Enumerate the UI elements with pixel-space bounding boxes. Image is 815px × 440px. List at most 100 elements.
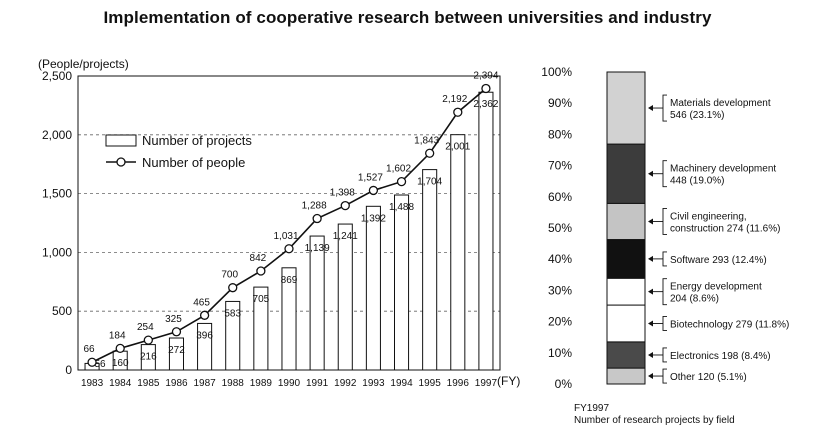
stacked-segment <box>606 202 646 241</box>
bar-value-label: 396 <box>196 330 213 341</box>
segment-label: Other 120 (5.1%) <box>670 372 747 383</box>
stacked-y-tick-label: 60% <box>548 190 572 204</box>
line-value-label: 842 <box>250 253 267 264</box>
bar-value-label: 1,488 <box>389 202 414 213</box>
line-point <box>425 148 435 158</box>
y-tick-label: 1,000 <box>42 245 72 259</box>
line-value-label: 1,602 <box>386 164 411 175</box>
y-tick-label: 2,500 <box>42 69 72 83</box>
x-tick-label: 1990 <box>278 378 301 389</box>
line-point <box>228 283 238 293</box>
y-tick-label: 0 <box>65 363 72 377</box>
x-tick-label: 1991 <box>306 378 329 389</box>
stacked-y-tick-label: 100% <box>541 65 572 79</box>
segment-bracket <box>662 368 667 384</box>
x-tick-label: 1988 <box>222 378 245 389</box>
segment-arrowhead <box>648 351 653 358</box>
segment-arrowhead <box>648 170 653 177</box>
bar-value-label: 1,241 <box>333 231 358 242</box>
line-value-label: 2,394 <box>473 70 498 81</box>
legend-swatch-projects <box>105 134 137 147</box>
bar-value-label: 216 <box>140 352 157 363</box>
stacked-y-tick-label: 70% <box>548 159 572 173</box>
y-axis-label: (People/projects) <box>38 57 129 71</box>
bar <box>394 194 410 371</box>
x-tick-label: 1984 <box>109 378 132 389</box>
x-tick-label: 1992 <box>334 378 357 389</box>
segment-label: Electronics 198 (8.4%) <box>670 351 771 362</box>
stacked-segment <box>606 143 646 204</box>
line-point <box>481 83 491 94</box>
bar-value-label: 869 <box>281 275 298 286</box>
line-value-label: 66 <box>84 344 96 355</box>
line-point <box>453 107 463 117</box>
line-value-label: 325 <box>165 314 182 325</box>
line-point <box>87 357 97 367</box>
bar-value-label: 1,139 <box>305 243 330 254</box>
segment-arrowhead <box>648 218 653 225</box>
stacked-segment <box>606 239 646 279</box>
segment-bracket <box>662 251 667 267</box>
stacked-segment <box>606 367 646 385</box>
segment-label: Civil engineering, <box>670 211 747 222</box>
x-tick-label: 1987 <box>193 378 216 389</box>
bar <box>450 134 466 371</box>
stacked-y-tick-label: 50% <box>548 221 572 235</box>
bar <box>197 322 213 371</box>
segment-label: 448 (19.0%) <box>670 176 724 187</box>
bar <box>337 223 353 371</box>
legend-label-people: Number of people <box>142 155 245 170</box>
bar-value-label: 160 <box>112 358 129 369</box>
stacked-y-tick-label: 0% <box>555 377 573 391</box>
line-point <box>312 213 322 224</box>
bar-value-label: 583 <box>224 308 241 319</box>
bar <box>281 267 297 371</box>
segment-label: Biotechnology 279 (11.8%) <box>670 319 789 330</box>
x-tick-label: 1994 <box>390 378 413 389</box>
page-title: Implementation of cooperative research b… <box>103 8 712 27</box>
line-point <box>143 335 153 345</box>
line-value-label: 1,843 <box>414 135 439 146</box>
segment-bracket <box>662 278 667 306</box>
stacked-caption-year: FY1997 <box>574 403 609 414</box>
line-value-label: 2,192 <box>442 94 467 105</box>
x-tick-label: 1995 <box>419 378 442 389</box>
bar-value-label: 2,001 <box>445 142 470 153</box>
line-value-label: 254 <box>137 322 154 333</box>
stacked-y-tick-label: 40% <box>548 252 572 266</box>
segment-label: Energy development <box>670 282 762 293</box>
segment-bracket <box>662 347 667 363</box>
segment-label: Machinery development <box>670 164 776 175</box>
line-point <box>199 310 210 320</box>
line-value-label: 1,288 <box>302 201 327 212</box>
line-value-label: 1,527 <box>358 172 383 183</box>
stacked-segment <box>606 277 646 306</box>
x-tick-label: 1997 <box>475 378 498 389</box>
segment-arrowhead <box>648 288 653 295</box>
line-point <box>284 244 294 254</box>
bar-value-label: 56 <box>95 359 107 370</box>
stacked-segment <box>606 71 646 145</box>
line-point <box>256 266 266 276</box>
bar-value-label: 272 <box>168 345 185 356</box>
line-point <box>396 176 407 187</box>
segment-label: Software 293 (12.4%) <box>670 255 767 266</box>
segment-bracket <box>662 160 667 188</box>
stacked-y-tick-label: 90% <box>548 96 572 110</box>
segment-arrowhead <box>648 373 653 380</box>
legend-swatch-people-marker <box>116 157 126 167</box>
bar-value-label: 1,392 <box>361 213 386 224</box>
segment-arrowhead <box>648 105 653 112</box>
y-tick-label: 500 <box>52 304 72 318</box>
line-value-label: 465 <box>193 297 210 308</box>
segment-bracket <box>662 316 667 331</box>
bar <box>365 205 381 371</box>
bar-value-label: 1,704 <box>417 177 442 188</box>
stacked-y-tick-label: 30% <box>548 283 572 297</box>
bar <box>168 337 185 371</box>
line-value-label: 184 <box>109 330 126 341</box>
x-tick-label: 1993 <box>362 378 385 389</box>
bar <box>422 169 438 371</box>
bar <box>309 235 325 371</box>
